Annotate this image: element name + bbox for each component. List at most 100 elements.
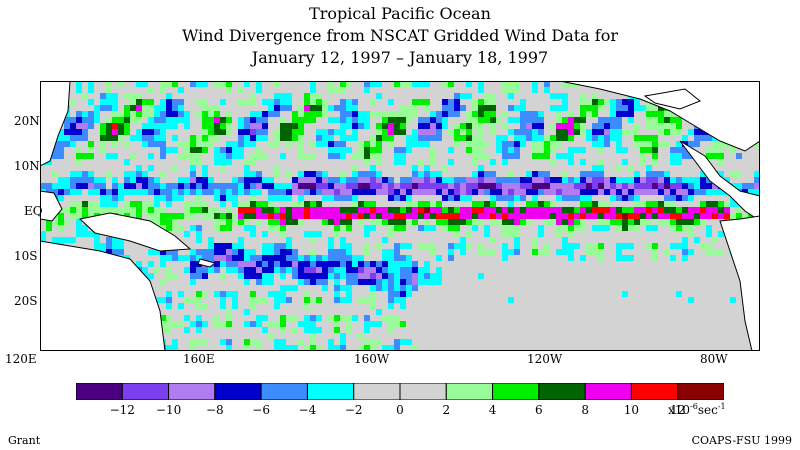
field-cell <box>628 183 634 189</box>
field-cell <box>286 285 292 291</box>
field-cell <box>490 117 496 123</box>
field-cell <box>244 279 250 285</box>
field-cell <box>526 291 532 297</box>
field-cell <box>220 309 226 315</box>
field-cell <box>454 201 460 207</box>
field-cell <box>94 189 100 195</box>
field-cell <box>364 93 370 99</box>
field-cell <box>556 249 562 255</box>
field-cell <box>592 237 598 243</box>
field-cell <box>400 171 406 177</box>
field-cell <box>220 189 226 195</box>
field-cell <box>328 117 334 123</box>
field-cell <box>244 111 250 117</box>
field-cell <box>202 111 208 117</box>
field-cell <box>484 225 490 231</box>
field-cell <box>532 81 538 87</box>
field-cell <box>310 195 316 201</box>
field-cell <box>394 237 400 243</box>
field-cell <box>562 135 568 141</box>
field-cell <box>328 165 334 171</box>
field-cell <box>730 279 736 285</box>
field-cell <box>712 153 718 159</box>
field-cell <box>652 315 658 321</box>
field-cell <box>526 93 532 99</box>
field-cell <box>616 279 622 285</box>
field-cell <box>610 99 616 105</box>
field-cell <box>568 303 574 309</box>
field-cell <box>658 237 664 243</box>
divergence-map: 20N 10N EQ 10S 20S <box>14 81 760 351</box>
field-cell <box>292 93 298 99</box>
field-cell <box>544 189 550 195</box>
field-cell <box>700 129 706 135</box>
field-cell <box>634 309 640 315</box>
field-cell <box>586 117 592 123</box>
field-cell <box>466 135 472 141</box>
field-cell <box>142 183 148 189</box>
field-cell <box>334 285 340 291</box>
field-cell <box>262 129 268 135</box>
field-cell <box>274 315 280 321</box>
field-cell <box>430 213 436 219</box>
field-cell <box>508 129 514 135</box>
field-cell <box>238 321 244 327</box>
field-cell <box>292 201 298 207</box>
field-cell <box>460 153 466 159</box>
field-cell <box>154 171 160 177</box>
field-cell <box>376 195 382 201</box>
field-cell <box>538 291 544 297</box>
field-cell <box>202 243 208 249</box>
field-cell <box>472 255 478 261</box>
field-cell <box>538 267 544 273</box>
field-cell <box>256 321 262 327</box>
field-cell <box>496 267 502 273</box>
field-cell <box>214 303 220 309</box>
field-cell <box>646 273 652 279</box>
field-cell <box>82 177 88 183</box>
field-cell <box>118 165 124 171</box>
field-cell <box>160 225 166 231</box>
field-cell <box>460 99 466 105</box>
field-cell <box>622 267 628 273</box>
field-cell <box>508 87 514 93</box>
field-cell <box>64 207 70 213</box>
field-cell <box>472 309 478 315</box>
field-cell <box>610 147 616 153</box>
field-cell <box>310 279 316 285</box>
field-cell <box>292 213 298 219</box>
field-cell <box>472 93 478 99</box>
field-cell <box>634 237 640 243</box>
field-cell <box>172 255 178 261</box>
field-cell <box>556 189 562 195</box>
field-cell <box>640 321 646 327</box>
field-cell <box>502 297 508 303</box>
field-cell <box>652 105 658 111</box>
field-cell <box>496 309 502 315</box>
field-cell <box>532 219 538 225</box>
field-cell <box>544 201 550 207</box>
field-cell <box>574 231 580 237</box>
field-cell <box>544 297 550 303</box>
field-cell <box>340 303 346 309</box>
field-cell <box>526 81 532 87</box>
field-cell <box>262 279 268 285</box>
field-cell <box>652 309 658 315</box>
field-cell <box>640 261 646 267</box>
field-cell <box>508 123 514 129</box>
field-cell <box>124 189 130 195</box>
field-cell <box>550 225 556 231</box>
field-cell <box>256 123 262 129</box>
field-cell <box>334 93 340 99</box>
field-cell <box>292 285 298 291</box>
field-cell <box>136 105 142 111</box>
field-cell <box>622 177 628 183</box>
field-cell <box>298 165 304 171</box>
field-cell <box>640 255 646 261</box>
field-cell <box>520 285 526 291</box>
field-cell <box>52 183 58 189</box>
field-cell <box>550 87 556 93</box>
field-cell <box>682 267 688 273</box>
field-cell <box>232 117 238 123</box>
field-cell <box>208 231 214 237</box>
